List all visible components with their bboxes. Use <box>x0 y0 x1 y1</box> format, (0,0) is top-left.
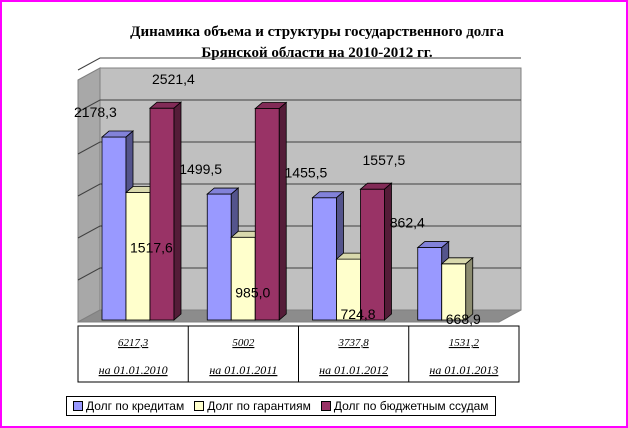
bar <box>206 193 232 321</box>
data-label: 985,0 <box>235 284 270 300</box>
legend-item: Долг по бюджетным ссудам <box>320 399 489 413</box>
data-label: 862,4 <box>390 215 425 231</box>
legend-label: Долг по бюджетным ссудам <box>333 399 489 413</box>
bar <box>360 188 385 321</box>
category-label: на 01.01.2012 <box>319 363 388 377</box>
data-label: 1455,5 <box>285 165 328 181</box>
chart-title-line1: Динамика объема и структуры государствен… <box>130 24 504 40</box>
legend-label: Долг по гарантиям <box>207 399 311 413</box>
legend: Долг по кредитам Долг по гарантиям Долг по… <box>66 396 496 416</box>
bar <box>101 136 127 321</box>
data-label: 1499,5 <box>179 161 222 177</box>
chart-floor <box>77 309 522 323</box>
bar-side <box>278 101 287 321</box>
category-label: на 01.01.2011 <box>209 363 277 377</box>
gridline <box>77 99 521 113</box>
bar <box>254 108 280 321</box>
bar <box>125 192 151 321</box>
bar <box>230 236 256 321</box>
data-label: 2178,3 <box>74 104 117 120</box>
gridline <box>77 141 521 155</box>
legend-label: Долг по кредитам <box>86 399 185 413</box>
gridline <box>77 57 521 71</box>
bar <box>312 197 337 321</box>
legend-swatch <box>320 401 331 411</box>
chart-backdrop <box>77 57 522 323</box>
data-label: 668,9 <box>446 311 481 327</box>
legend-item: Долг по гарантиям <box>194 399 311 413</box>
chart-title: Динамика объема и структуры государствен… <box>62 22 572 64</box>
chart-title-line2: Брянской области на 2010-2012 гг. <box>201 45 433 61</box>
category-total: 5002 <box>232 337 255 349</box>
data-label: 2521,4 <box>152 71 195 87</box>
category-total: 3737,8 <box>338 337 370 349</box>
bar-side <box>465 256 474 321</box>
category-label: на 01.01.2013 <box>429 363 498 377</box>
bar <box>149 107 175 321</box>
category-total: 6217,3 <box>118 337 149 349</box>
bar-side <box>173 101 182 321</box>
legend-swatch <box>194 401 205 411</box>
bar <box>441 263 467 321</box>
chart-data-labels: 2178,3 1517,6 2521,4 1499,5 985,0 1455,5 724,8… <box>74 71 481 327</box>
category-table: 6217,3 на 01.01.2010 5002 на 01.01.2011 3737… <box>77 325 520 383</box>
category-total: 1531,2 <box>449 337 480 349</box>
chart-bars <box>100 101 474 321</box>
legend-item: Долг по кредитам <box>73 399 184 413</box>
category-label: на 01.01.2010 <box>99 363 168 377</box>
legend-swatch <box>73 401 83 411</box>
bar <box>417 247 443 321</box>
data-label: 1557,5 <box>363 152 406 168</box>
data-label: 1517,6 <box>130 240 173 256</box>
data-label: 724,8 <box>341 306 376 322</box>
bar-side <box>384 182 392 321</box>
bar-chart: 2178,3 1517,6 2521,4 1499,5 985,0 1455,5 724,8… <box>74 57 522 383</box>
